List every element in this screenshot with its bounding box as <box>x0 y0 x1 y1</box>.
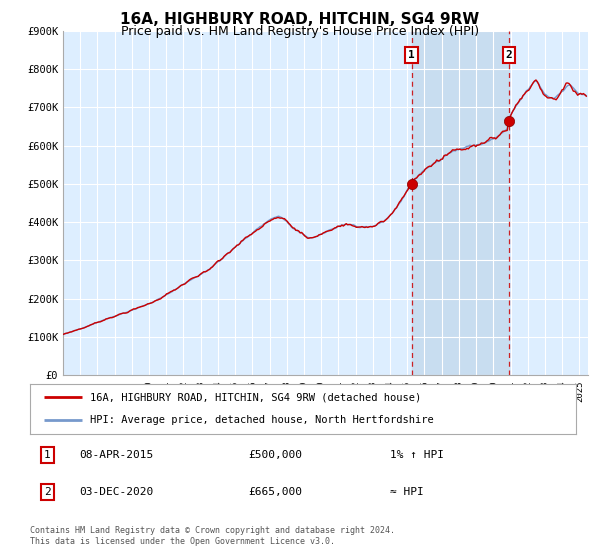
Point <box>407 179 416 188</box>
Text: 2: 2 <box>506 50 512 60</box>
Text: 1: 1 <box>408 50 415 60</box>
Text: 1: 1 <box>44 450 50 460</box>
Text: 08-APR-2015: 08-APR-2015 <box>79 450 154 460</box>
Text: 16A, HIGHBURY ROAD, HITCHIN, SG4 9RW (detached house): 16A, HIGHBURY ROAD, HITCHIN, SG4 9RW (de… <box>90 392 421 402</box>
Text: 2: 2 <box>44 487 50 497</box>
Text: £665,000: £665,000 <box>248 487 302 497</box>
Bar <box>412 31 509 375</box>
Text: 1% ↑ HPI: 1% ↑ HPI <box>391 450 445 460</box>
Text: £500,000: £500,000 <box>248 450 302 460</box>
Text: Contains HM Land Registry data © Crown copyright and database right 2024.
This d: Contains HM Land Registry data © Crown c… <box>30 526 395 546</box>
Text: 16A, HIGHBURY ROAD, HITCHIN, SG4 9RW: 16A, HIGHBURY ROAD, HITCHIN, SG4 9RW <box>121 12 479 27</box>
Text: ≈ HPI: ≈ HPI <box>391 487 424 497</box>
Text: 03-DEC-2020: 03-DEC-2020 <box>79 487 154 497</box>
Text: HPI: Average price, detached house, North Hertfordshire: HPI: Average price, detached house, Nort… <box>90 416 434 426</box>
Point <box>505 116 514 125</box>
Text: Price paid vs. HM Land Registry's House Price Index (HPI): Price paid vs. HM Land Registry's House … <box>121 25 479 38</box>
